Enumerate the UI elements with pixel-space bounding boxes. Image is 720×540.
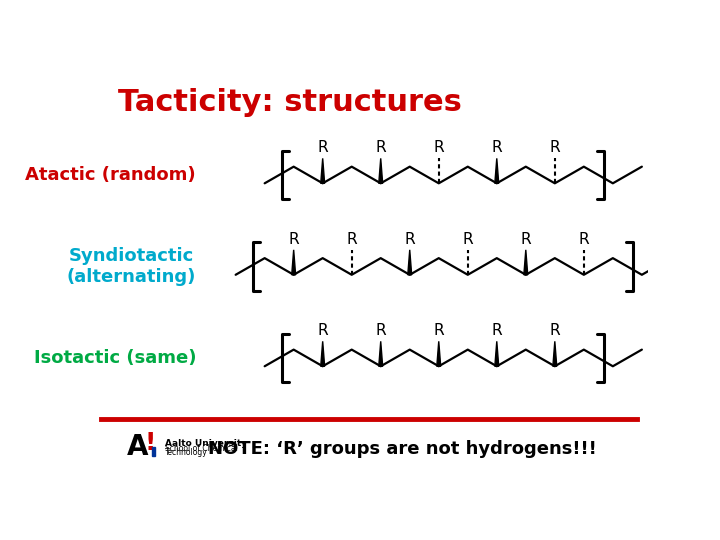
Polygon shape [553, 341, 557, 366]
Text: Isotactic (same): Isotactic (same) [34, 349, 196, 367]
Text: Tacticity: structures: Tacticity: structures [118, 87, 462, 117]
Text: R: R [318, 323, 328, 339]
Polygon shape [320, 158, 325, 183]
Text: A: A [127, 433, 148, 461]
Text: R: R [549, 323, 560, 339]
Text: Technology: Technology [166, 448, 208, 457]
Text: R: R [462, 232, 473, 247]
Text: R: R [549, 140, 560, 156]
Text: R: R [578, 232, 589, 247]
Text: School of Chemical: School of Chemical [166, 444, 238, 453]
Text: Syndiotactic
(alternating): Syndiotactic (alternating) [67, 247, 196, 286]
Text: R: R [492, 140, 502, 156]
Text: R: R [521, 232, 531, 247]
Text: R: R [405, 232, 415, 247]
Polygon shape [379, 158, 382, 183]
Text: R: R [375, 140, 386, 156]
Polygon shape [437, 341, 441, 366]
Polygon shape [495, 341, 499, 366]
Polygon shape [379, 341, 382, 366]
Polygon shape [524, 250, 528, 275]
Text: NOTE: ‘R’ groups are not hydrogens!!!: NOTE: ‘R’ groups are not hydrogens!!! [208, 441, 597, 458]
Polygon shape [495, 158, 499, 183]
Text: Atactic (random): Atactic (random) [25, 166, 196, 184]
Bar [153, 447, 156, 456]
Text: R: R [433, 140, 444, 156]
Text: R: R [375, 323, 386, 339]
Text: R: R [318, 140, 328, 156]
Text: !: ! [145, 431, 156, 455]
Text: R: R [346, 232, 357, 247]
Text: R: R [492, 323, 502, 339]
Text: R: R [433, 323, 444, 339]
Polygon shape [320, 341, 325, 366]
Polygon shape [292, 250, 296, 275]
Text: Aalto University: Aalto University [166, 438, 248, 448]
Text: R: R [288, 232, 299, 247]
Polygon shape [408, 250, 412, 275]
